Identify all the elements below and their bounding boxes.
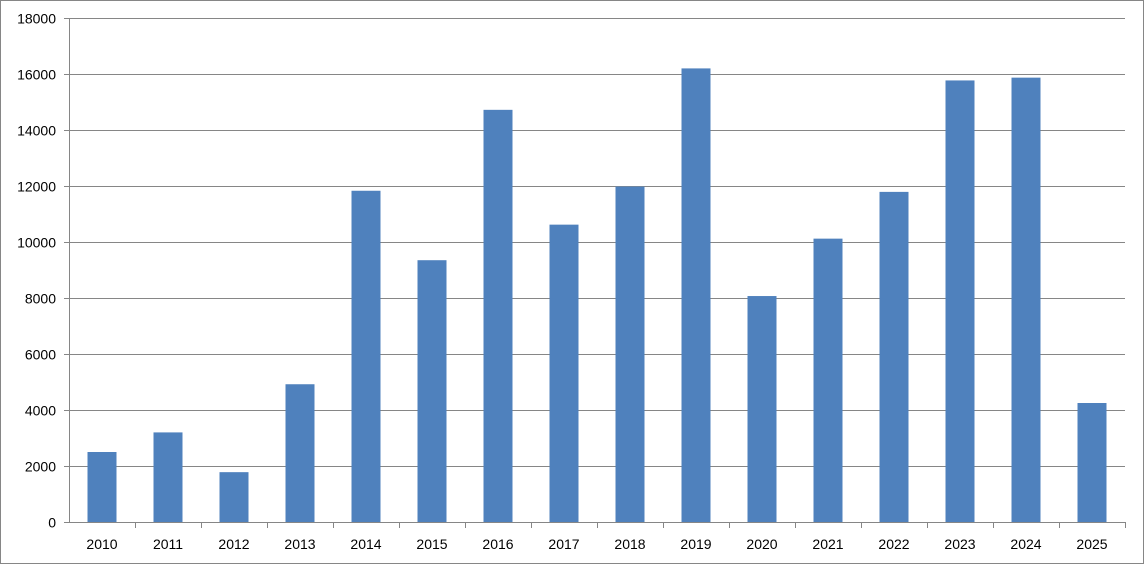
bar xyxy=(747,296,777,522)
x-tick-label: 2021 xyxy=(812,536,843,552)
bars xyxy=(87,68,1107,523)
x-tick-label: 2012 xyxy=(218,536,249,552)
bar xyxy=(879,191,909,522)
bar xyxy=(417,260,447,522)
y-tick-label: 2000 xyxy=(25,459,56,475)
bar xyxy=(153,432,183,522)
x-tick-labels: 2010 2011 2012 2013 2014 2015 2016 2017 2018 2019… xyxy=(86,536,1107,552)
bar xyxy=(1077,403,1107,522)
bar xyxy=(1011,77,1041,522)
x-tick-label: 2022 xyxy=(878,536,909,552)
x-tick-label: 2011 xyxy=(153,536,183,552)
x-tick-label: 2016 xyxy=(482,536,513,552)
x-tick-label: 2014 xyxy=(350,536,381,552)
x-tick-label: 2017 xyxy=(548,536,579,552)
x-tick-label: 2024 xyxy=(1010,536,1041,552)
gridlines xyxy=(69,18,1125,467)
bar xyxy=(285,384,315,522)
y-tick-label: 12000 xyxy=(17,179,56,195)
bar xyxy=(549,224,579,522)
bar xyxy=(87,452,117,522)
x-tick-label: 2020 xyxy=(746,536,777,552)
x-tick-label: 2015 xyxy=(416,536,447,552)
bar xyxy=(483,109,513,522)
x-tick-label: 2010 xyxy=(86,536,117,552)
bar xyxy=(351,190,381,522)
y-tick-label: 6000 xyxy=(25,347,56,363)
bar xyxy=(681,68,711,523)
bar xyxy=(615,186,645,522)
y-tick-label: 14000 xyxy=(17,123,56,139)
x-tick-label: 2019 xyxy=(680,536,711,552)
x-tick-label: 2023 xyxy=(944,536,975,552)
x-tick-label: 2018 xyxy=(614,536,645,552)
y-tick-labels: 0 2000 4000 6000 8000 10000 12000 14000 16000 180… xyxy=(17,11,56,531)
y-tick-label: 16000 xyxy=(17,67,56,83)
y-tick-label: 4000 xyxy=(25,403,56,419)
x-tick-label: 2025 xyxy=(1076,536,1107,552)
y-tick-label: 8000 xyxy=(25,291,56,307)
x-tick-label: 2013 xyxy=(284,536,315,552)
bar xyxy=(945,80,975,522)
axes xyxy=(64,18,1126,528)
y-tick-label: 0 xyxy=(48,515,56,531)
bar xyxy=(813,238,843,522)
y-tick-label: 18000 xyxy=(17,11,56,27)
y-tick-label: 10000 xyxy=(17,235,56,251)
bar xyxy=(219,472,249,522)
